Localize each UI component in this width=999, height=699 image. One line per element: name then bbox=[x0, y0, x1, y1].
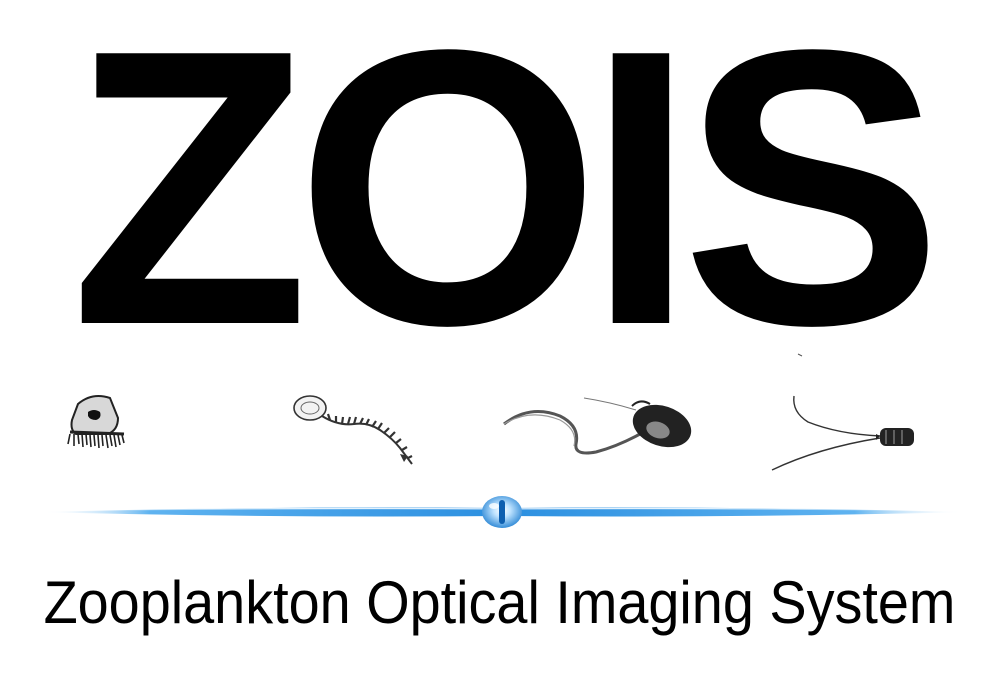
appendicularian-icon bbox=[503, 397, 692, 455]
lens-icon bbox=[482, 496, 522, 528]
divider-line bbox=[38, 496, 966, 528]
jellyfish-icon bbox=[67, 395, 125, 449]
organism-row bbox=[0, 350, 999, 480]
siphonophore-icon bbox=[293, 395, 413, 465]
logo-title: ZOIS bbox=[70, 0, 943, 407]
logo-subtitle: Zooplankton Optical Imaging System bbox=[43, 569, 956, 636]
copepod-icon bbox=[771, 353, 914, 471]
